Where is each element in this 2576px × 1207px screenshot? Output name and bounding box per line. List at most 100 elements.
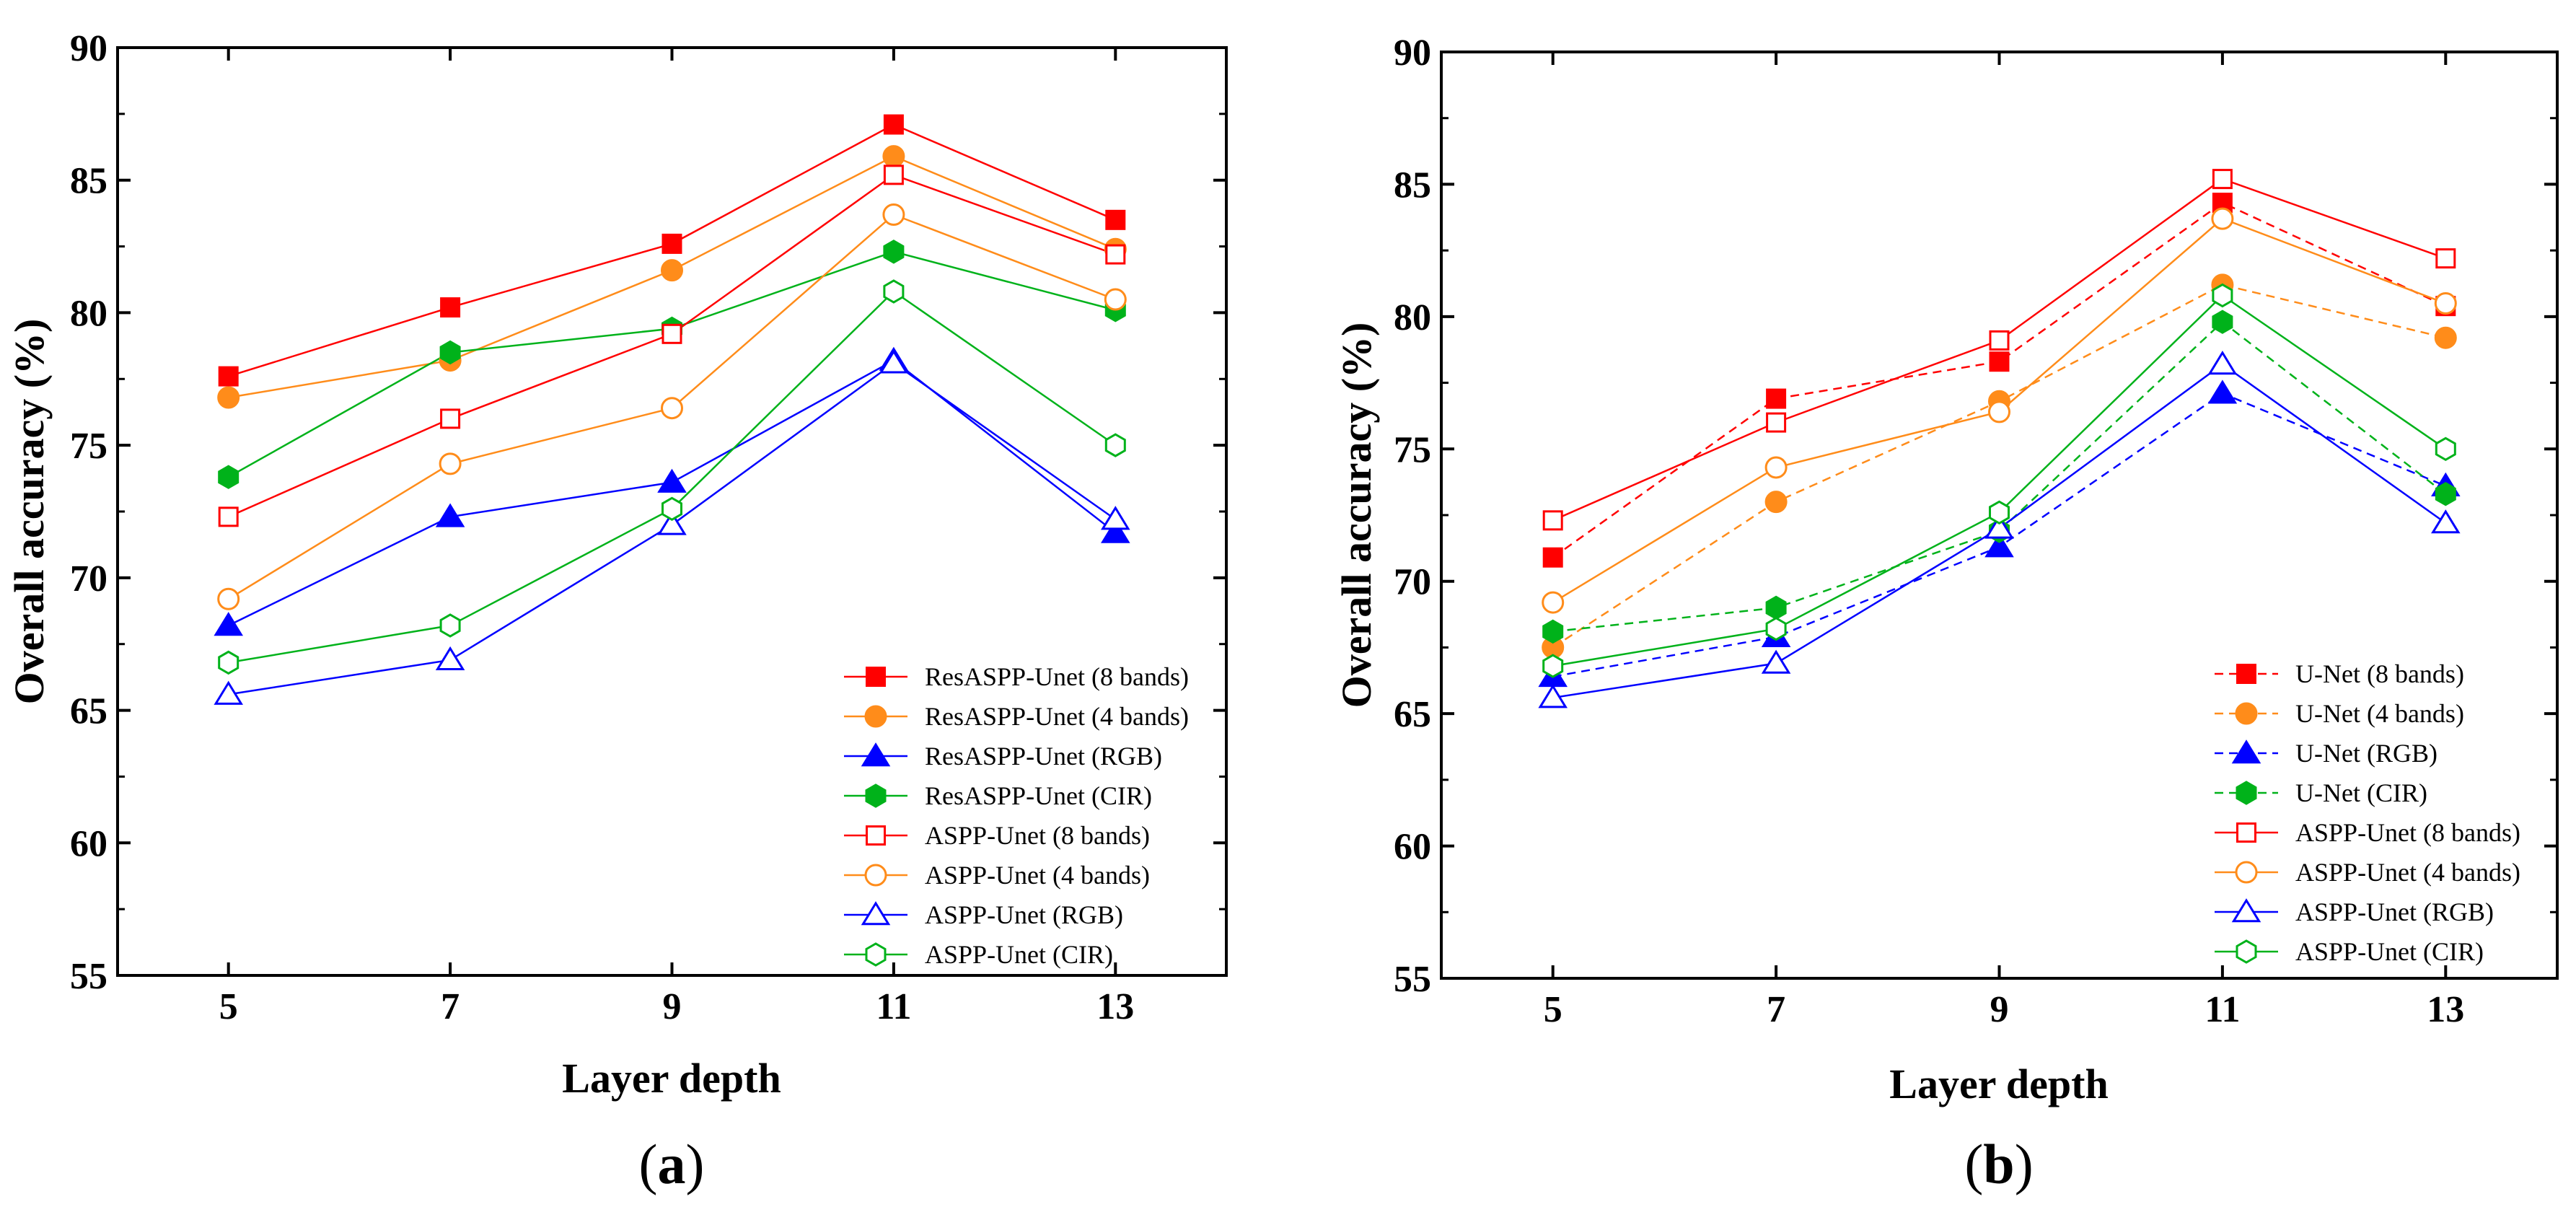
data-point-s0-x5 — [218, 366, 239, 387]
series-line-0 — [1552, 201, 2446, 558]
legend: U-Net (8 bands) U-Net (4 bands) U-Net (RGB… — [2215, 659, 2520, 966]
data-point-s6-x11 — [2207, 351, 2238, 375]
data-point-s7-x7 — [439, 613, 461, 638]
legend-marker-2 — [2231, 739, 2261, 764]
data-point-s6-x7 — [1761, 649, 1791, 674]
data-point-s6-x5 — [1538, 684, 1568, 708]
data-point-s6-x7 — [435, 646, 465, 671]
data-point-s5-x11 — [2211, 207, 2234, 230]
legend-marker-0 — [866, 667, 886, 687]
legend-label-7: ASPP-Unet (CIR) — [925, 940, 1113, 969]
data-point-s4-x7 — [1766, 412, 1787, 433]
y-tick-label: 55 — [70, 956, 107, 997]
legend-label-0: U-Net (8 bands) — [2295, 659, 2464, 688]
data-point-s7-x5 — [218, 650, 239, 675]
data-point-s4-x5 — [218, 506, 239, 527]
legend-label-3: U-Net (CIR) — [2295, 778, 2427, 807]
data-point-s2-x9 — [1984, 533, 2014, 558]
x-tick-label: 11 — [2204, 989, 2240, 1030]
data-point-s2-x13 — [1101, 519, 1130, 543]
data-point-s2-x11 — [2207, 379, 2238, 404]
legend-label-3: ResASPP-Unet (CIR) — [925, 781, 1152, 810]
data-point-s5-x7 — [439, 452, 462, 475]
data-point-s5-x9 — [661, 397, 683, 420]
plot-area — [214, 114, 1130, 705]
data-point-s2-x7 — [435, 503, 465, 527]
x-tick-label: 13 — [1096, 986, 1134, 1027]
data-point-s2-x9 — [657, 468, 687, 493]
y-tick-label: 60 — [70, 823, 107, 864]
legend-marker-2 — [861, 742, 891, 767]
data-point-s1-x5 — [217, 386, 240, 409]
panel-label: (b) — [1964, 1133, 2033, 1195]
data-point-s3-x13 — [2435, 481, 2456, 506]
x-tick-label: 5 — [219, 986, 238, 1027]
data-point-s3-x7 — [439, 340, 461, 365]
plot-area — [1538, 169, 2461, 708]
data-point-s3-x7 — [1765, 595, 1787, 620]
data-point-s7-x7 — [1765, 616, 1787, 641]
data-point-s6-x5 — [214, 680, 243, 705]
legend-label-4: ASPP-Unet (8 bands) — [925, 821, 1150, 850]
y-tick-label: 65 — [1394, 694, 1431, 735]
data-point-s0-x7 — [440, 297, 461, 318]
legend-marker-6 — [2231, 898, 2261, 923]
data-point-s3-x5 — [1542, 619, 1564, 644]
y-tick-label: 75 — [1394, 429, 1431, 470]
data-point-s4-x9 — [661, 323, 682, 344]
x-tick-label: 9 — [1990, 989, 2009, 1030]
data-point-s4-x9 — [1989, 330, 2010, 351]
y-tick-label: 80 — [70, 293, 107, 334]
data-point-s6-x9 — [1984, 514, 2014, 539]
data-point-s0-x13 — [1105, 209, 1126, 230]
data-point-s4-x13 — [1105, 244, 1126, 265]
y-axis-title: Overall accuracy (%) — [6, 319, 53, 705]
y-tick-label: 85 — [1394, 164, 1431, 206]
data-point-s0-x11 — [883, 114, 904, 135]
legend-label-6: ASPP-Unet (RGB) — [925, 900, 1123, 929]
y-tick-label: 85 — [70, 161, 107, 202]
data-point-s5-x9 — [1988, 400, 2010, 423]
data-point-s6-x13 — [1101, 506, 1130, 530]
data-point-s7-x9 — [1989, 500, 2010, 525]
legend-label-1: ResASPP-Unet (4 bands) — [925, 702, 1189, 731]
panel-label-close: ) — [686, 1133, 705, 1195]
legend-label-7: ASPP-Unet (CIR) — [2295, 937, 2484, 966]
chart-panel-a: 55 60 65 70 75 80 85 90 5 7 9 11 13 Layer depth Overal… — [6, 28, 1228, 1195]
panel-label-close: ) — [2015, 1133, 2034, 1195]
data-point-s5-x13 — [2434, 292, 2457, 315]
x-tick-label: 5 — [1544, 989, 1562, 1030]
data-point-s0-x7 — [1766, 388, 1787, 409]
data-point-s1-x13 — [2434, 326, 2457, 349]
panel-label-open: ( — [1964, 1133, 1983, 1195]
legend-marker-5 — [2235, 861, 2258, 884]
legend-marker-5 — [864, 864, 887, 887]
legend-marker-0 — [2236, 664, 2256, 684]
y-tick-label: 55 — [1394, 959, 1431, 1000]
legend-marker-3 — [865, 784, 887, 808]
legend-marker-6 — [861, 901, 891, 926]
legend-label-0: ResASPP-Unet (8 bands) — [925, 662, 1189, 691]
y-tick-label: 70 — [70, 558, 107, 600]
data-point-s5-x13 — [1104, 288, 1127, 311]
data-point-s6-x9 — [657, 511, 687, 535]
data-point-s0-x5 — [1542, 547, 1563, 568]
legend-label-5: ASPP-Unet (4 bands) — [2295, 858, 2520, 887]
data-point-s3-x11 — [2212, 310, 2233, 334]
panel-label-letter: b — [1983, 1133, 2014, 1195]
series-line-3 — [1552, 320, 2447, 633]
x-axis-title: Layer depth — [562, 1055, 781, 1102]
data-point-s5-x11 — [882, 203, 905, 226]
series-line-3 — [228, 250, 1116, 478]
legend-label-5: ASPP-Unet (4 bands) — [925, 861, 1150, 890]
data-point-s3-x5 — [218, 465, 239, 489]
y-tick-label: 75 — [70, 426, 107, 467]
data-point-s6-x11 — [879, 349, 909, 374]
data-point-s3-x11 — [883, 240, 905, 264]
data-point-s2-x5 — [214, 612, 243, 636]
data-point-s0-x9 — [661, 233, 682, 254]
data-point-s1-x9 — [661, 259, 683, 282]
data-point-s4-x7 — [440, 408, 461, 429]
y-tick-label: 60 — [1394, 827, 1431, 868]
